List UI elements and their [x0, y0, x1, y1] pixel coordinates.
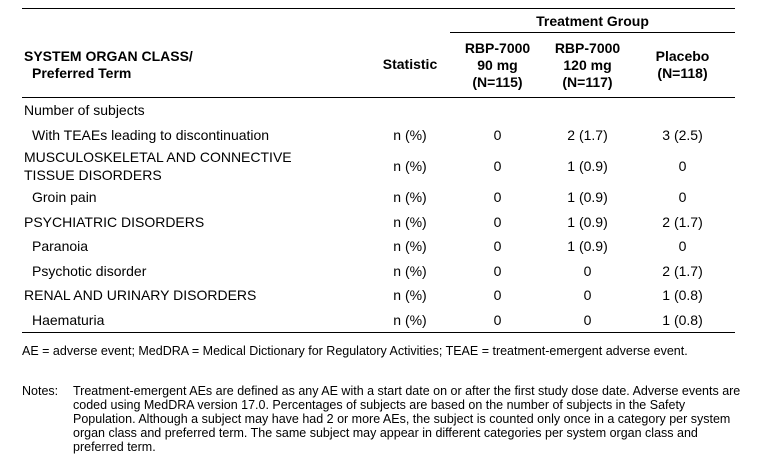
header-line: Placebo [655, 48, 710, 64]
table-row: MUSCULOSKELETAL AND CONNECTIVE TISSUE DIS… [22, 147, 735, 185]
row-label: RENAL AND URINARY DISORDERS [24, 287, 257, 304]
row-label: Haematuria [22, 307, 370, 333]
row-label: Groin pain [32, 189, 97, 206]
cell: n (%) [393, 262, 427, 279]
header-line: SYSTEM ORGAN CLASS/ [24, 47, 193, 64]
row-label: PSYCHIATRIC DISORDERS [24, 213, 205, 230]
cell: n (%) [370, 307, 450, 333]
cell: 0 [583, 287, 592, 304]
header-line: (N=118) [657, 65, 708, 81]
label-line: MUSCULOSKELETAL AND CONNECTIVE [24, 149, 292, 165]
cell: 0 [678, 238, 687, 255]
table-row: Groin pain n (%) 0 1 (0.9) 0 [22, 185, 735, 210]
cell [370, 98, 450, 123]
group-header: Treatment Group [450, 8, 736, 33]
table-row: RENAL AND URINARY DISORDERS n (%) 0 0 1 (0.8… [22, 283, 735, 308]
cell: n (%) [393, 189, 427, 206]
header-line: RBP-7000 [464, 39, 531, 56]
notes-text: Treatment-emergent AEs are defined as an… [73, 384, 741, 454]
header-line: Statistic [382, 56, 438, 73]
cell: n (%) [393, 287, 427, 304]
cell: 1 (0.8) [630, 307, 736, 333]
column-header: RBP-7000 90 mg (N=115) [450, 32, 545, 98]
row-label: Number of subjects [24, 102, 145, 119]
cell: 0 [493, 262, 502, 279]
header-line: RBP-7000 [554, 39, 621, 56]
cell: 2 (1.7) [662, 262, 703, 279]
label-line: TISSUE DISORDERS [24, 167, 162, 183]
cell [545, 98, 630, 123]
notes-label: Notes: [22, 384, 59, 398]
cell: n (%) [393, 238, 427, 255]
cell: n (%) [393, 126, 427, 143]
header-line: (N=115) [472, 73, 523, 90]
header-line: 120 mg [563, 56, 612, 73]
cell: 0 [493, 158, 502, 174]
table-row: Number of subjects [22, 98, 735, 123]
row-label: With TEAEs leading to discontinuation [32, 126, 270, 143]
cell: 1 (0.9) [567, 189, 608, 206]
row-label: MUSCULOSKELETAL AND CONNECTIVE TISSUE DIS… [22, 147, 370, 185]
cell: 0 [450, 307, 545, 333]
row-label: Psychotic disorder [32, 262, 147, 279]
header-line: (N=117) [562, 73, 613, 90]
group-header-row: Treatment Group [22, 8, 736, 33]
cell: 1 (0.9) [567, 213, 608, 230]
table-row: Psychotic disorder n (%) 0 0 2 (1.7) [22, 259, 735, 284]
cell: 0 [493, 126, 502, 143]
cell: 0 [545, 307, 630, 333]
cell: 0 [678, 189, 687, 206]
header-line: 90 mg [477, 56, 518, 73]
cell: 1 (0.8) [662, 287, 703, 304]
table-row: With TEAEs leading to discontinuation n (… [22, 123, 735, 148]
cell: 0 [583, 262, 592, 279]
column-header-row: SYSTEM ORGAN CLASS/Preferred Term Statis… [22, 32, 736, 98]
table-row: PSYCHIATRIC DISORDERS n (%) 0 1 (0.9) 2 (1.7… [22, 210, 735, 235]
cell: 2 (1.7) [567, 126, 608, 143]
cell: n (%) [393, 213, 427, 230]
table-row: Paranoia n (%) 0 1 (0.9) 0 [22, 234, 735, 259]
column-header: SYSTEM ORGAN CLASS/Preferred Term [22, 32, 370, 98]
cell: 2 (1.7) [662, 213, 703, 230]
cell: 0 [493, 189, 502, 206]
row-label: Paranoia [32, 238, 89, 255]
cell [630, 98, 735, 123]
notes: Notes: Treatment-emergent AEs are define… [22, 384, 742, 454]
column-header: Placebo (N=118) [630, 32, 736, 98]
footnote: AE = adverse event; MedDRA = Medical Dic… [22, 344, 688, 358]
ae-table: Treatment Group SYSTEM ORGAN CLASS/Prefe… [22, 8, 736, 333]
cell [450, 98, 545, 123]
cell: n (%) [393, 158, 427, 174]
cell: 0 [493, 287, 502, 304]
cell: 1 (0.9) [567, 238, 608, 255]
cell: 0 [493, 213, 502, 230]
cell: 3 (2.5) [662, 126, 703, 143]
table-row: Haematuria n (%) 0 0 1 (0.8) [22, 307, 736, 333]
header-line: Preferred Term [32, 64, 132, 81]
cell: 0 [678, 158, 687, 174]
column-header: Statistic [370, 32, 450, 98]
cell: 1 (0.9) [567, 158, 608, 174]
column-header: RBP-7000 120 mg (N=117) [545, 32, 630, 98]
cell: 0 [493, 238, 502, 255]
